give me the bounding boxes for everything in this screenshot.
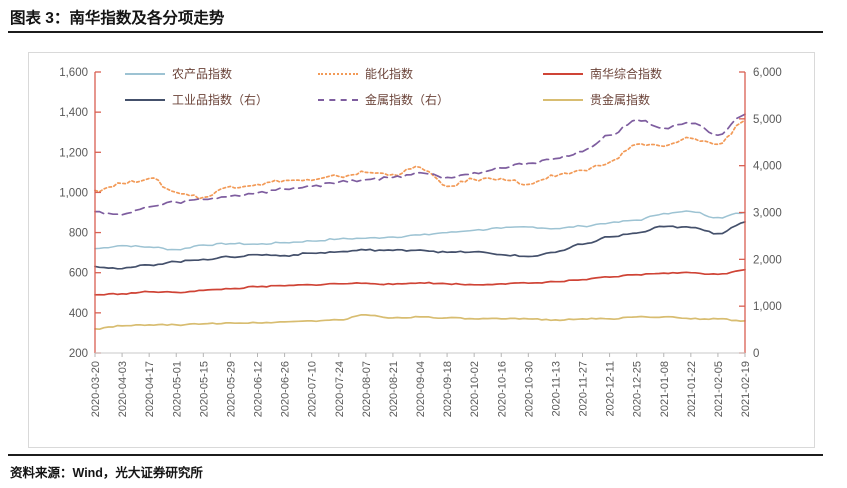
legend-item-industrial: 工业品指数（右） bbox=[125, 93, 268, 107]
y-tick-label-right: 2,000 bbox=[753, 254, 782, 266]
legend-swatch-industrial bbox=[125, 99, 165, 101]
legend-swatch-precious bbox=[543, 99, 583, 101]
legend-label: 金属指数（右） bbox=[365, 93, 450, 107]
y-tick-label-left: 1,600 bbox=[59, 67, 88, 79]
legend-swatch-metals bbox=[318, 99, 358, 101]
x-tick-label: 2020-08-07 bbox=[361, 361, 373, 417]
title-rule bbox=[8, 31, 823, 33]
legend-label: 工业品指数（右） bbox=[172, 93, 269, 107]
x-tick-label: 2020-10-30 bbox=[523, 361, 535, 417]
x-tick-label: 2020-11-27 bbox=[578, 361, 590, 416]
y-tick-label-left: 800 bbox=[69, 228, 88, 240]
y-tick-label-left: 1,000 bbox=[59, 187, 88, 199]
source-rule bbox=[8, 454, 823, 456]
x-tick-label: 2020-03-20 bbox=[90, 361, 102, 417]
x-tick-label: 2021-01-08 bbox=[659, 361, 671, 417]
series-line-industrial bbox=[94, 221, 746, 270]
source-text: 资料来源：Wind，光大证券研究所 bbox=[10, 466, 203, 480]
legend-item-precious: 贵金属指数 bbox=[543, 93, 650, 107]
y-tick-label-right: 5,000 bbox=[753, 114, 782, 126]
y-tick-label-left: 400 bbox=[69, 308, 88, 320]
x-tick-label: 2020-06-12 bbox=[253, 361, 265, 417]
y-tick-label-left: 1,400 bbox=[59, 107, 88, 119]
legend-item-composite: 南华综合指数 bbox=[543, 67, 662, 81]
legend-label: 能化指数 bbox=[365, 67, 414, 81]
legend-item-energy: 能化指数 bbox=[318, 67, 413, 81]
x-tick-label: 2020-07-24 bbox=[334, 361, 346, 417]
y-tick-label-right: 1,000 bbox=[753, 301, 782, 313]
y-tick-label-left: 1,200 bbox=[59, 147, 88, 159]
y-tick-label-left: 200 bbox=[69, 348, 88, 360]
legend-label: 南华综合指数 bbox=[590, 67, 663, 81]
x-tick-label: 2021-02-05 bbox=[713, 361, 725, 417]
series-line-metals bbox=[94, 113, 746, 216]
legend-swatch-energy bbox=[318, 73, 358, 75]
series-line-agri bbox=[94, 210, 746, 251]
series-line-composite bbox=[94, 268, 746, 296]
x-tick-label: 2021-01-22 bbox=[686, 361, 698, 417]
y-tick-label-right: 3,000 bbox=[753, 208, 782, 220]
x-tick-label: 2020-05-01 bbox=[171, 361, 183, 417]
legend-item-metals: 金属指数（右） bbox=[318, 93, 449, 107]
x-tick-label: 2020-09-18 bbox=[442, 361, 454, 417]
x-tick-label: 2020-10-02 bbox=[469, 361, 481, 417]
legend-label: 贵金属指数 bbox=[590, 93, 651, 107]
y-tick-label-right: 0 bbox=[753, 348, 759, 360]
x-tick-label: 2020-04-17 bbox=[144, 361, 156, 417]
y-tick-label-left: 600 bbox=[69, 268, 88, 280]
y-tick-label-right: 4,000 bbox=[753, 161, 782, 173]
y-tick-label-right: 6,000 bbox=[753, 67, 782, 79]
x-tick-label: 2020-05-29 bbox=[225, 361, 237, 417]
series-line-precious bbox=[94, 313, 746, 331]
page-title: 图表 3：南华指数及各分项走势 bbox=[10, 10, 225, 27]
x-tick-label: 2020-12-25 bbox=[632, 361, 644, 417]
x-tick-label: 2020-09-04 bbox=[415, 361, 427, 417]
legend-item-agri: 农产品指数 bbox=[125, 67, 232, 81]
x-tick-label: 2021-02-19 bbox=[740, 361, 752, 417]
series-line-energy bbox=[94, 119, 746, 200]
x-tick-label: 2020-04-03 bbox=[117, 361, 129, 417]
x-tick-label: 2020-11-13 bbox=[550, 361, 562, 416]
x-tick-label: 2020-08-21 bbox=[388, 361, 400, 417]
x-tick-label: 2020-05-15 bbox=[198, 361, 210, 417]
x-tick-label: 2020-07-10 bbox=[307, 361, 319, 417]
x-tick-label: 2020-12-11 bbox=[605, 361, 617, 416]
legend-label: 农产品指数 bbox=[172, 67, 233, 81]
legend-swatch-composite bbox=[543, 73, 583, 75]
x-tick-label: 2020-06-26 bbox=[280, 361, 292, 417]
legend-swatch-agri bbox=[125, 73, 165, 75]
x-tick-label: 2020-10-16 bbox=[496, 361, 508, 417]
